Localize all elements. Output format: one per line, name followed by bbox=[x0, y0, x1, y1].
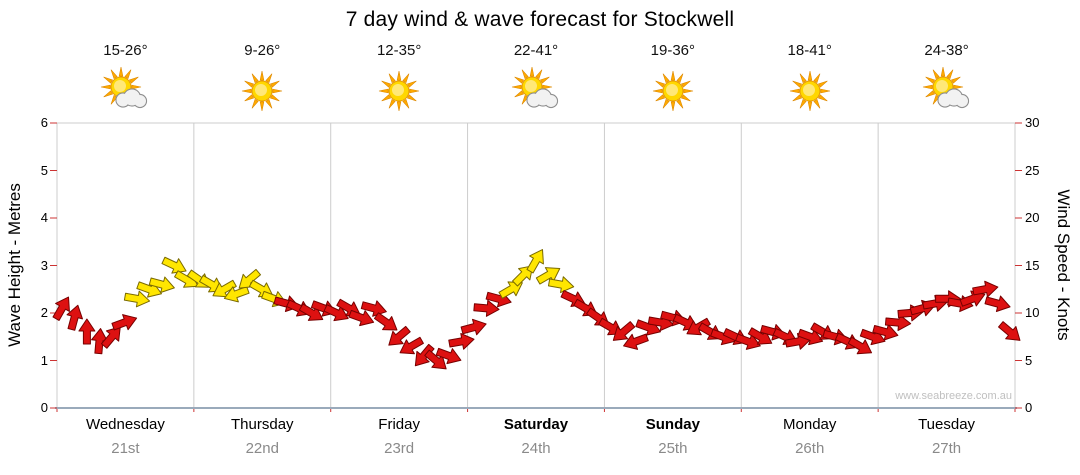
sun-icon bbox=[242, 70, 283, 112]
wind-arrow bbox=[612, 321, 636, 341]
left-tick-label: 2 bbox=[40, 305, 48, 320]
wind-arrow bbox=[123, 290, 151, 308]
wind-arrow bbox=[399, 336, 424, 355]
day-name-label: Saturday bbox=[503, 416, 569, 433]
sun-cloud-icon bbox=[101, 66, 148, 109]
chart-title: 7 day wind & wave forecast for Stockwell bbox=[345, 8, 735, 31]
left-tick-label: 1 bbox=[40, 352, 48, 368]
wind-arrow bbox=[388, 325, 411, 346]
day-temp-range: 19-36° bbox=[650, 42, 696, 59]
right-tick-label: 5 bbox=[1025, 352, 1033, 368]
wind-arrow bbox=[373, 312, 398, 331]
day-temp-range: 24-38° bbox=[924, 42, 969, 59]
wind-arrow bbox=[448, 332, 475, 350]
sun-cloud-icon bbox=[511, 66, 559, 109]
wind-arrow bbox=[212, 279, 237, 298]
wind-arrow bbox=[435, 347, 462, 365]
wind-arrow bbox=[66, 304, 83, 331]
wind-arrow bbox=[111, 314, 138, 331]
wind-arrow bbox=[498, 281, 523, 299]
right-tick-label: 10 bbox=[1025, 305, 1040, 320]
wind-arrow bbox=[735, 333, 761, 350]
left-tick-label: 3 bbox=[40, 257, 48, 273]
wind-arrow bbox=[623, 333, 649, 350]
day-name-label: Sunday bbox=[645, 416, 700, 433]
day-date-label: 24th bbox=[521, 440, 551, 457]
day-name-label: Tuesday bbox=[918, 416, 976, 433]
wind-arrow bbox=[972, 280, 999, 298]
day-temp-range: 15-26° bbox=[103, 42, 148, 59]
day-date-label: 26th bbox=[795, 440, 825, 457]
wind-arrow bbox=[473, 299, 500, 317]
day-date-label: 27th bbox=[931, 440, 962, 457]
day-temp-range: 22-41° bbox=[513, 42, 559, 59]
day-date-label: 25th bbox=[658, 440, 688, 457]
day-date-label: 21st bbox=[111, 440, 140, 457]
wind-arrow bbox=[872, 324, 899, 341]
wind-arrow bbox=[984, 295, 1011, 312]
left-tick-label: 4 bbox=[40, 210, 48, 225]
wind-arrow bbox=[847, 336, 873, 355]
wind-arrow bbox=[884, 314, 912, 332]
wind-arrow bbox=[148, 276, 175, 293]
day-date-label: 22nd bbox=[245, 440, 279, 457]
day-temp-range: 12-35° bbox=[376, 42, 422, 59]
day-name-label: Wednesday bbox=[85, 416, 165, 433]
wind-arrow bbox=[78, 318, 96, 345]
wind-arrow bbox=[91, 328, 108, 355]
wind-arrow bbox=[797, 328, 824, 346]
day-temp-range: 9-26° bbox=[244, 42, 281, 59]
right-tick-label: 15 bbox=[1025, 257, 1040, 273]
sun-icon bbox=[789, 70, 830, 112]
wind-arrow bbox=[460, 318, 487, 336]
day-name-label: Thursday bbox=[231, 416, 294, 433]
right-tick-label: 0 bbox=[1025, 400, 1033, 415]
sun-icon bbox=[379, 70, 420, 112]
right-tick-label: 30 bbox=[1025, 115, 1040, 130]
left-tick-label: 0 bbox=[40, 400, 48, 415]
right-tick-label: 25 bbox=[1025, 162, 1040, 178]
wind-arrow-series bbox=[52, 249, 1021, 370]
wind-arrow bbox=[101, 326, 121, 349]
wind-arrow bbox=[348, 309, 375, 327]
watermark: www.seabreeze.com.au bbox=[895, 390, 1012, 402]
sun-cloud-icon bbox=[922, 66, 969, 109]
left-tick-label: 6 bbox=[40, 115, 48, 130]
wind-arrow bbox=[959, 290, 986, 307]
right-tick-label: 20 bbox=[1025, 210, 1040, 225]
wind-arrow bbox=[52, 296, 70, 321]
sun-icon bbox=[652, 70, 693, 112]
wind-arrow bbox=[998, 321, 1021, 341]
wind-arrow bbox=[424, 349, 447, 370]
left-tick-label: 5 bbox=[40, 162, 48, 178]
wind-arrow bbox=[686, 317, 711, 336]
day-temp-range: 18-41° bbox=[787, 42, 832, 59]
wind-arrow bbox=[512, 265, 534, 287]
day-name-label: Friday bbox=[378, 416, 420, 433]
day-name-label: Monday bbox=[783, 416, 837, 433]
wind-arrow bbox=[526, 249, 544, 274]
wind-arrow bbox=[547, 276, 575, 294]
day-date-label: 23rd bbox=[384, 440, 415, 457]
